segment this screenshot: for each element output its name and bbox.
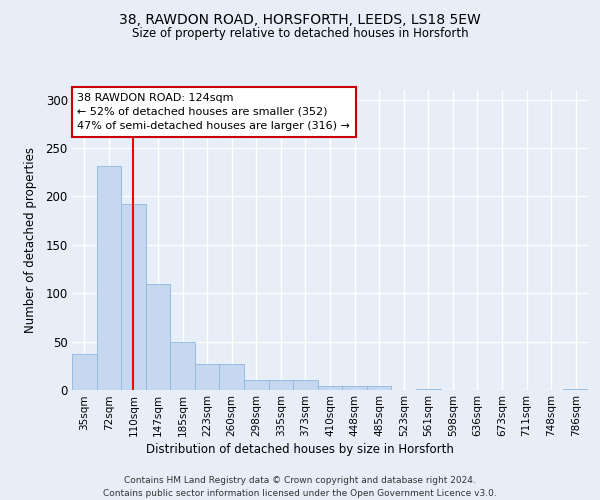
Bar <box>416 389 440 390</box>
Text: Distribution of detached houses by size in Horsforth: Distribution of detached houses by size … <box>146 442 454 456</box>
Text: 38, RAWDON ROAD, HORSFORTH, LEEDS, LS18 5EW: 38, RAWDON ROAD, HORSFORTH, LEEDS, LS18 … <box>119 12 481 26</box>
Bar <box>367 386 391 390</box>
Bar <box>72 354 97 390</box>
Bar <box>342 386 367 390</box>
Bar <box>146 284 170 390</box>
Bar <box>318 386 342 390</box>
Bar <box>244 380 269 390</box>
Y-axis label: Number of detached properties: Number of detached properties <box>24 147 37 333</box>
Bar <box>269 380 293 390</box>
Text: 38 RAWDON ROAD: 124sqm
← 52% of detached houses are smaller (352)
47% of semi-de: 38 RAWDON ROAD: 124sqm ← 52% of detached… <box>77 93 350 131</box>
Text: Size of property relative to detached houses in Horsforth: Size of property relative to detached ho… <box>131 28 469 40</box>
Bar <box>563 389 588 390</box>
Bar <box>195 364 220 390</box>
Text: Contains HM Land Registry data © Crown copyright and database right 2024.
Contai: Contains HM Land Registry data © Crown c… <box>103 476 497 498</box>
Bar <box>220 364 244 390</box>
Bar <box>170 342 195 390</box>
Bar <box>121 204 146 390</box>
Bar <box>97 166 121 390</box>
Bar <box>293 380 318 390</box>
